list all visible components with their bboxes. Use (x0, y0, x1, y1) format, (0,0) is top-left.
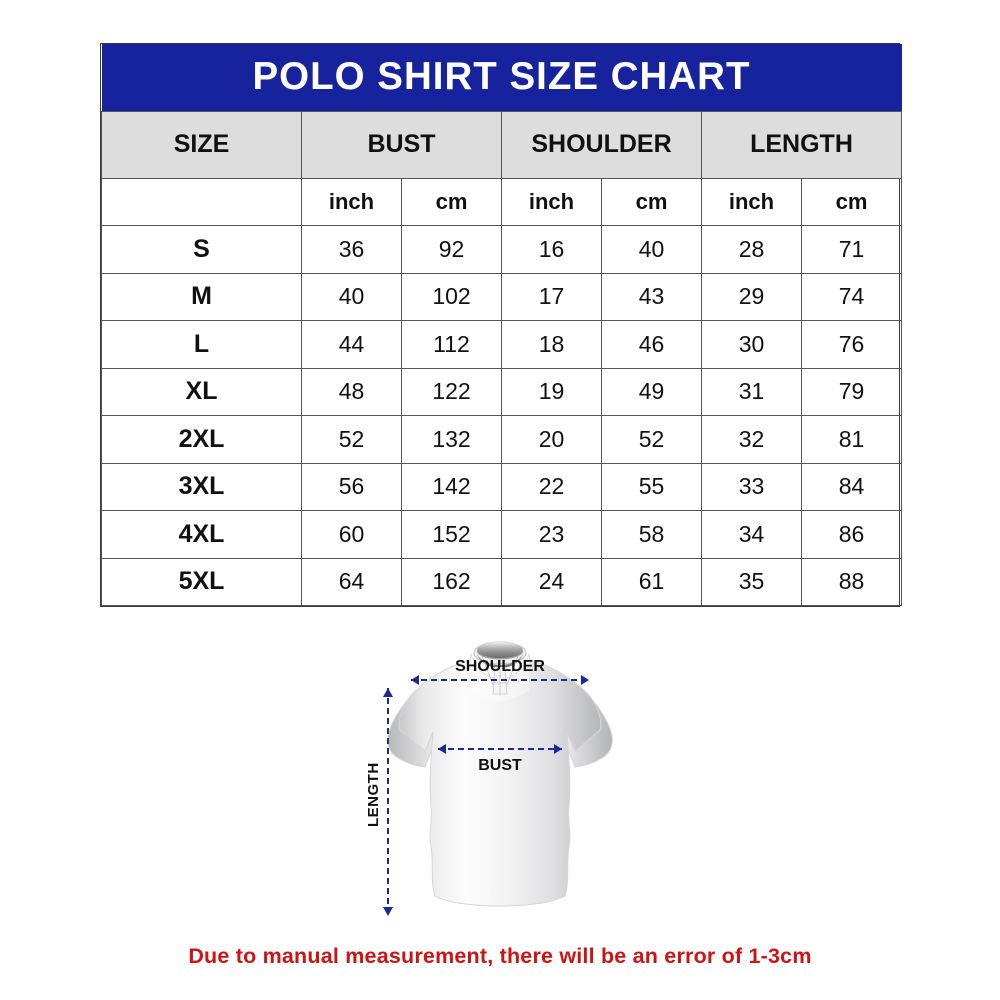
svg-text:SHOULDER: SHOULDER (455, 658, 545, 675)
svg-text:BUST: BUST (478, 757, 522, 774)
